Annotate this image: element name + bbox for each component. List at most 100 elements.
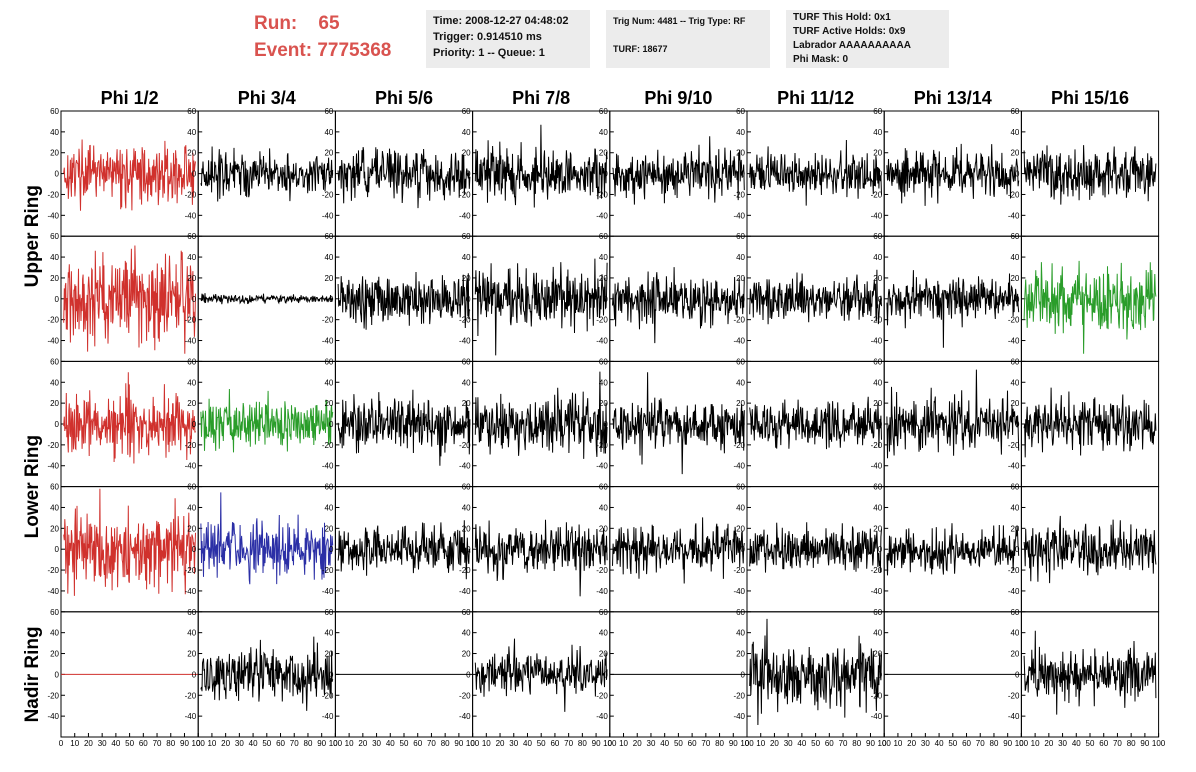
y-tick-label: 40 — [599, 629, 608, 638]
x-tick-label: 100 — [1152, 739, 1166, 748]
x-tick-label: 10 — [70, 739, 79, 748]
y-tick-label: -20 — [47, 441, 59, 450]
waveform-trace — [200, 293, 334, 305]
x-tick-label: 90 — [1140, 739, 1149, 748]
y-tick-label: 0 — [466, 670, 471, 679]
y-tick-label: 20 — [50, 650, 59, 659]
y-tick-label: 60 — [187, 608, 196, 617]
y-tick-label: 60 — [1010, 357, 1019, 366]
y-tick-label: 40 — [873, 629, 882, 638]
y-tick-label: -20 — [322, 316, 334, 325]
y-tick-label: -40 — [47, 211, 59, 220]
x-tick-label: 80 — [304, 739, 313, 748]
y-tick-label: 20 — [187, 650, 196, 659]
y-tick-label: 40 — [873, 128, 882, 137]
y-tick-label: 20 — [1010, 399, 1019, 408]
y-tick-label: -20 — [733, 566, 745, 575]
x-tick-label: 50 — [262, 739, 271, 748]
y-tick-label: 40 — [736, 629, 745, 638]
x-tick-label: 50 — [125, 739, 134, 748]
y-tick-label: 40 — [50, 128, 59, 137]
x-tick-label: 50 — [537, 739, 546, 748]
y-tick-label: 60 — [50, 232, 59, 241]
y-tick-label: -20 — [459, 566, 471, 575]
y-tick-label: 20 — [50, 524, 59, 533]
y-tick-label: 20 — [736, 650, 745, 659]
waveform-trace — [200, 636, 334, 711]
x-tick-label: 100 — [1015, 739, 1029, 748]
run-row: Run: 65 — [254, 10, 391, 37]
y-tick-label: -20 — [596, 566, 608, 575]
y-tick-label: -20 — [322, 441, 334, 450]
y-tick-label: 40 — [187, 253, 196, 262]
x-tick-label: 40 — [935, 739, 944, 748]
x-tick-label: 70 — [564, 739, 573, 748]
x-tick-label: 100 — [192, 739, 206, 748]
y-tick-label: 0 — [466, 295, 471, 304]
y-tick-label: 40 — [462, 503, 471, 512]
y-tick-label: 20 — [873, 274, 882, 283]
x-tick-label: 60 — [276, 739, 285, 748]
y-tick-label: -20 — [733, 316, 745, 325]
waveform-trace — [886, 270, 1020, 348]
y-tick-label: 20 — [187, 399, 196, 408]
y-tick-label: 40 — [873, 503, 882, 512]
y-tick-label: -40 — [1008, 211, 1020, 220]
column-label: Phi 13/14 — [914, 88, 992, 108]
y-tick-label: -20 — [1008, 566, 1020, 575]
y-tick-label: -20 — [47, 190, 59, 199]
phi-mask-text: Phi Mask: 0 — [793, 54, 849, 65]
x-tick-label: 80 — [166, 739, 175, 748]
x-tick-label: 10 — [619, 739, 628, 748]
y-tick-label: 20 — [324, 399, 333, 408]
x-tick-label: 90 — [454, 739, 463, 748]
turf-this-hold-text: TURF This Hold: 0x1 — [793, 12, 891, 23]
y-tick-label: 20 — [736, 274, 745, 283]
y-tick-label: -20 — [871, 566, 883, 575]
y-tick-label: -40 — [1008, 337, 1020, 346]
y-tick-label: 60 — [873, 608, 882, 617]
time-text: Time: 2008-12-27 04:48:02 — [433, 15, 569, 27]
x-tick-label: 30 — [98, 739, 107, 748]
x-tick-label: 60 — [688, 739, 697, 748]
y-tick-label: 20 — [736, 524, 745, 533]
y-tick-label: -40 — [871, 712, 883, 721]
x-tick-label: 40 — [386, 739, 395, 748]
x-tick-label: 90 — [1003, 739, 1012, 748]
y-tick-label: 40 — [324, 253, 333, 262]
y-tick-label: 0 — [878, 420, 883, 429]
x-tick-label: 20 — [907, 739, 916, 748]
y-tick-label: -40 — [47, 587, 59, 596]
y-tick-label: 20 — [1010, 274, 1019, 283]
run-label: Run: — [254, 13, 298, 34]
column-label: Phi 5/6 — [375, 88, 433, 108]
y-tick-label: -40 — [322, 587, 334, 596]
x-tick-label: 20 — [496, 739, 505, 748]
y-tick-label: -20 — [47, 566, 59, 575]
y-tick-label: 40 — [324, 503, 333, 512]
column-label: Phi 3/4 — [238, 88, 296, 108]
y-tick-label: -40 — [733, 211, 745, 220]
y-tick-label: 40 — [462, 128, 471, 137]
waveform-trace — [474, 124, 608, 208]
y-tick-label: 40 — [50, 378, 59, 387]
y-tick-label: -40 — [322, 337, 334, 346]
x-tick-label: 100 — [878, 739, 892, 748]
y-tick-label: 20 — [599, 399, 608, 408]
y-tick-label: 60 — [736, 483, 745, 492]
x-tick-label: 100 — [466, 739, 480, 748]
x-tick-label: 20 — [221, 739, 230, 748]
waveform-trace — [1023, 387, 1157, 458]
waveform-trace — [1023, 630, 1157, 715]
y-tick-label: 20 — [187, 274, 196, 283]
y-tick-label: 20 — [1010, 524, 1019, 533]
y-tick-label: 40 — [599, 128, 608, 137]
y-tick-label: 40 — [324, 629, 333, 638]
run-event-block: Run: 65 Event: 7775368 — [254, 10, 391, 64]
y-tick-label: -40 — [596, 211, 608, 220]
waveform-trace — [749, 522, 882, 573]
y-tick-label: 20 — [599, 524, 608, 533]
y-tick-label: -40 — [871, 211, 883, 220]
x-tick-label: 90 — [729, 739, 738, 748]
